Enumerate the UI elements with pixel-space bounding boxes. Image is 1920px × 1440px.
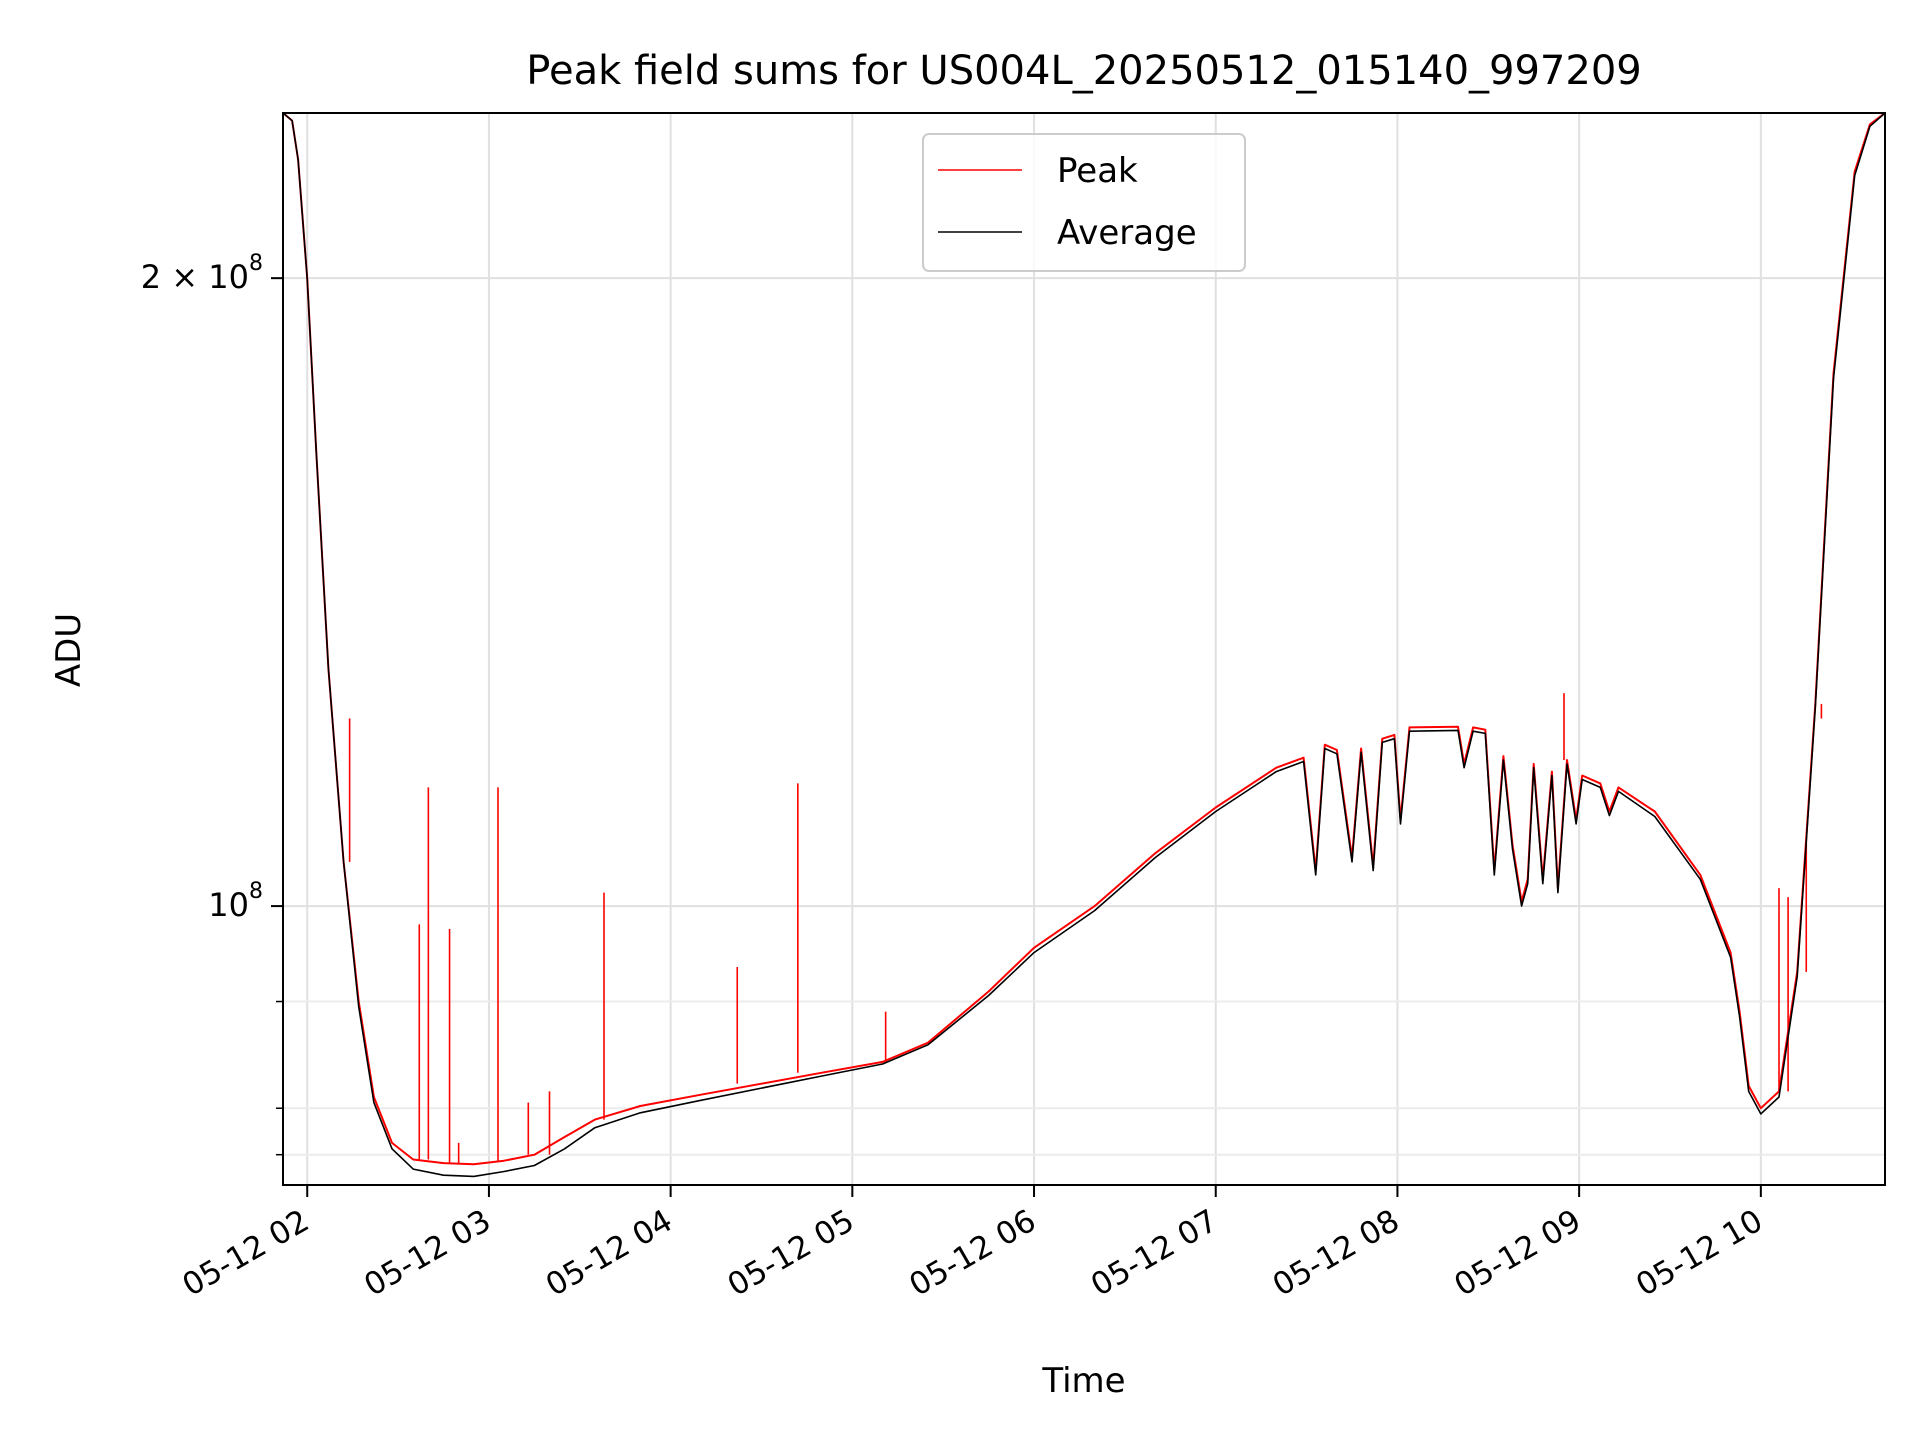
y-tick-label-exponent: 8 — [249, 879, 263, 904]
legend-box — [922, 133, 1246, 272]
x-axis-label: Time — [1041, 1361, 1125, 1401]
legend: Peak Average — [922, 133, 1246, 272]
y-tick-label-exponent: 8 — [249, 251, 263, 276]
chart-title: Peak field sums for US004L_20250512_0151… — [526, 48, 1641, 94]
series-group — [283, 113, 1885, 1178]
plot-area — [283, 113, 1885, 1178]
legend-peak-label: Peak — [1057, 151, 1138, 191]
y-tick-label: 2 × 10 — [141, 258, 249, 296]
y-axis-label: ADU — [49, 613, 89, 687]
average-series-line — [283, 113, 1885, 1178]
axes-frame — [282, 112, 1886, 1186]
y-tick-label: 10 — [208, 886, 249, 924]
y-axis: 10 82 × 10 8 — [141, 251, 283, 1156]
grid-lines — [283, 113, 1885, 1185]
legend-average-label: Average — [1057, 213, 1197, 253]
